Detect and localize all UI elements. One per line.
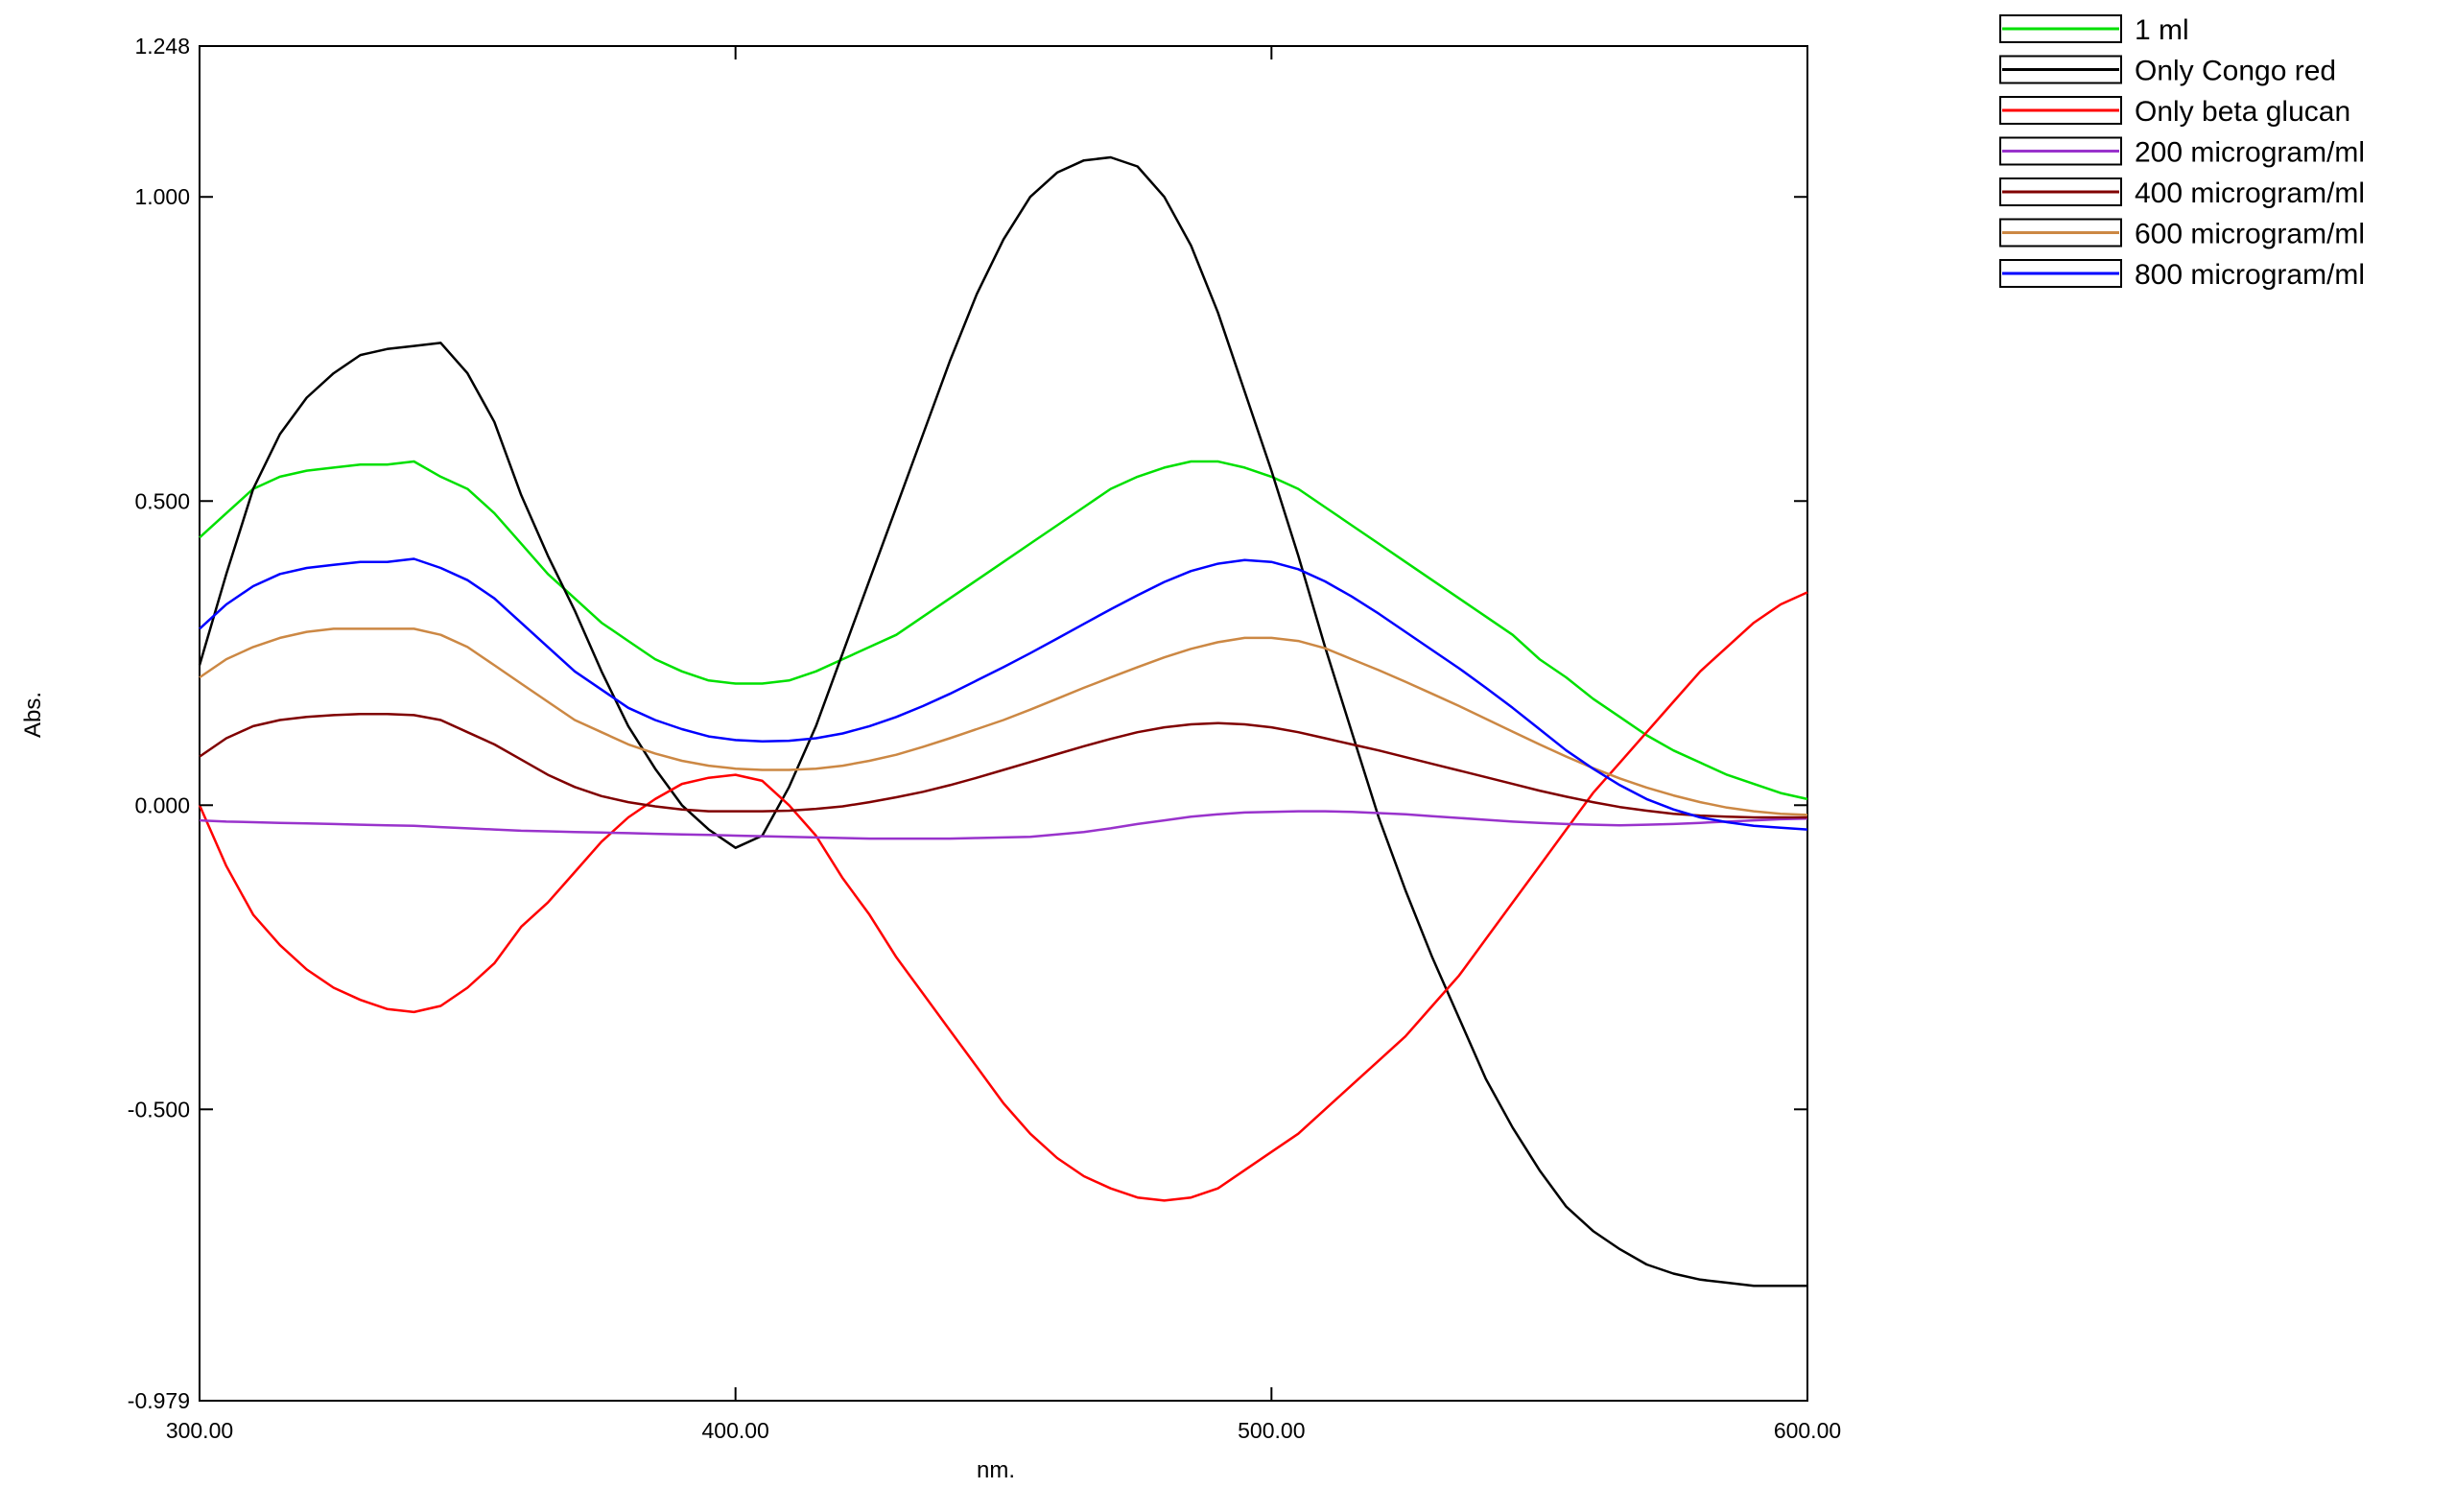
series-line-1 (198, 155, 1807, 1288)
legend-label: 800 microgram/ml (2135, 259, 2365, 291)
series-line-5 (199, 627, 1808, 816)
legend-label: Only Congo red (2135, 56, 2336, 87)
y-tick-label: 1.000 (134, 184, 190, 209)
legend-label: 1 ml (2135, 14, 2189, 46)
y-tick-label: 0.500 (134, 488, 190, 513)
plot-frame (199, 45, 1808, 1402)
series-line-6 (199, 557, 1808, 831)
x-tick-label: 600.00 (1774, 1418, 1841, 1443)
y-tick-label: -0.500 (128, 1097, 190, 1122)
legend: 1 ml Only Congo red Only beta glucan 200 mi… (1999, 14, 2365, 291)
legend-label: 200 microgram/ml (2135, 137, 2365, 169)
series-line-2 (198, 591, 1808, 1202)
x-tick-label: 500.00 (1238, 1418, 1305, 1443)
series-layer (198, 155, 1808, 1288)
series-line-3 (199, 810, 1808, 840)
y-tick-label: 0.000 (134, 792, 190, 817)
series-line-4 (199, 712, 1807, 819)
x-axis-label: nm. (977, 1457, 1015, 1483)
legend-label: 600 microgram/ml (2135, 219, 2365, 250)
series-line-0 (199, 460, 1808, 801)
x-tick-label: 400.00 (701, 1418, 768, 1443)
y-tick-label: 1.248 (134, 34, 190, 59)
y-axis-label: Abs. (20, 692, 46, 738)
y-axis-ticks: 1.248 1.000 0.500 0.000 -0.500 -0.979 (128, 34, 1807, 1413)
legend-label: Only beta glucan (2135, 96, 2350, 128)
x-tick-label: 300.00 (166, 1418, 233, 1443)
x-axis-ticks: 300.00 400.00 500.00 600.00 (166, 46, 1841, 1443)
y-tick-label: -0.979 (128, 1388, 190, 1413)
legend-label: 400 microgram/ml (2135, 177, 2365, 209)
